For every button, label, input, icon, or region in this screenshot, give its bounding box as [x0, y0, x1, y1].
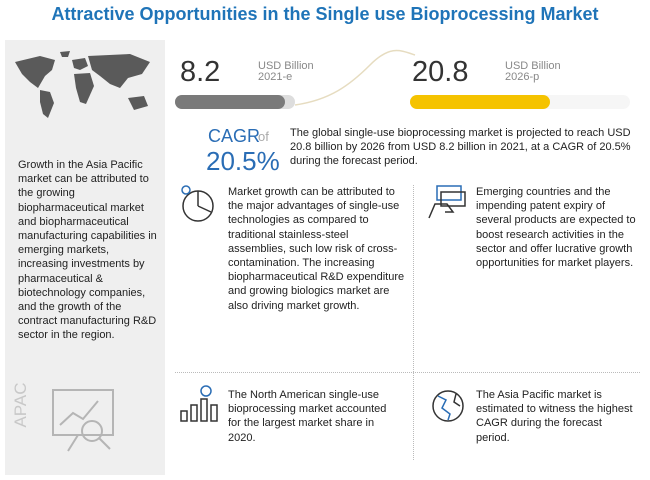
insight-icon [428, 185, 466, 219]
bar-track [175, 95, 295, 109]
cagr-of: of [258, 129, 269, 144]
insight-text: Emerging countries and the impending pat… [476, 186, 636, 270]
analysis-icon [52, 389, 114, 452]
bar-fill [410, 95, 550, 109]
metric-unit: USD Billion [505, 60, 561, 72]
insight-icon [181, 185, 214, 222]
insight-icon [180, 385, 218, 422]
connector [294, 49, 416, 106]
bar-track [410, 95, 630, 109]
region-label: APAC [11, 382, 30, 428]
metric-year: 2021-e [258, 71, 293, 83]
insight-text: The Asia Pacific market is estimated to … [476, 389, 633, 444]
metric-value: 20.8 [412, 56, 469, 88]
divider [413, 185, 414, 460]
metric-unit: USD Billion [258, 60, 314, 72]
cagr-value: 20.5% [206, 146, 280, 176]
sidebar-text: Growth in the Asia Pacific market can be… [18, 159, 157, 342]
insight-icon [432, 390, 464, 422]
world-map [15, 51, 150, 118]
page-title: Attractive Opportunities in the Single u… [51, 4, 599, 24]
sidebar [5, 40, 165, 475]
bar-fill [175, 95, 285, 109]
cagr-text: The global single-use bioprocessing mark… [290, 127, 631, 168]
metric-year: 2026-p [505, 71, 540, 83]
metric-value: 8.2 [180, 56, 221, 88]
cagr-label: CAGR [208, 126, 261, 146]
divider [175, 372, 640, 373]
insight-text: Market growth can be attributed to the m… [228, 186, 405, 312]
insight-text: The North American single-use bioprocess… [228, 389, 387, 444]
